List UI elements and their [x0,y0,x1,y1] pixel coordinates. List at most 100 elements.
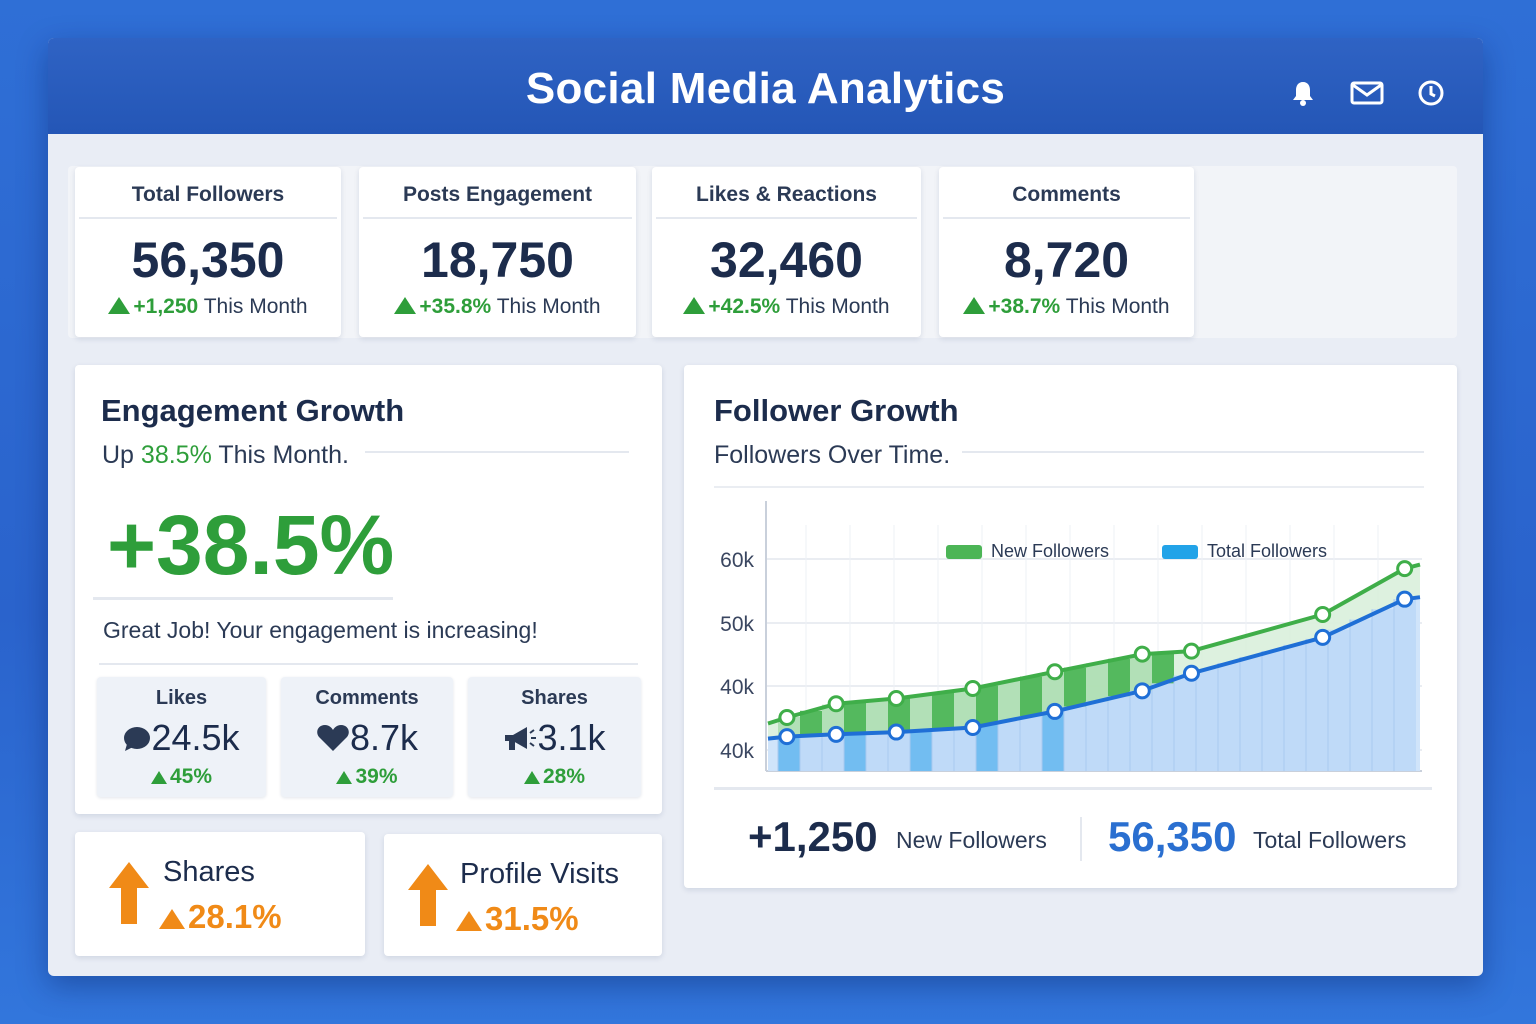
total-followers-bar [778,736,800,771]
kpi-value: 28.1% [159,898,282,936]
mini-change: 28% [468,765,641,789]
y-tick-label: 40k [720,676,754,699]
divider [365,451,629,453]
total-followers-value: 56,350 [1108,813,1237,860]
new-followers-bar [844,702,866,734]
stat-value: 32,460 [710,232,863,288]
new-followers-point [1396,560,1414,578]
mini-value: 8.7k [281,717,453,759]
engagement-growth-panel: Engagement Growth Up 38.5% This Month. +… [75,365,662,814]
total-followers-bar [1394,599,1416,771]
kpi-label: Profile Visits [460,858,620,890]
total-followers-point [887,723,905,741]
new-followers-bar [1152,652,1174,684]
total-followers-bar [1064,706,1086,771]
total-followers-bar [998,720,1020,771]
mini-card-likes[interactable]: Likes 24.5k 45% [97,677,266,797]
panel-subtitle: Up 38.5% This Month. [102,441,349,469]
stat-title: Comments [1012,183,1121,206]
new-followers-point [1133,645,1151,663]
arrow-up-icon [109,862,149,924]
mini-label: Comments [315,687,419,709]
total-followers-bar [1020,716,1042,771]
mini-value: 24.5k [97,717,266,759]
mail-icon[interactable] [1350,78,1384,108]
x-tick-label: Apr [1130,783,1163,785]
total-followers-point [964,718,982,736]
stat-value: 8,720 [1003,232,1130,288]
stat-title: Posts Engagement [402,183,593,206]
stat-change: +35.8% This Month [359,295,636,319]
mini-label: Shares [521,687,588,709]
legend-swatch-new-followers [946,545,982,559]
stat-card-total-followers[interactable]: Total Followers 56,350 +1,250 This Month [75,167,341,337]
x-tick-label: Jun [1309,783,1343,785]
y-tick-label: 60k [720,549,754,572]
new-followers-bar [888,698,910,732]
divider [943,217,1190,219]
new-followers-point [964,680,982,698]
legend-label-new-followers: New Followers [991,541,1109,561]
mini-card-comments[interactable]: Comments 8.7k 39% [281,677,453,797]
total-followers-bar [1262,650,1284,771]
total-followers-bar [1152,683,1174,771]
up-arrow-icon [394,297,417,314]
new-followers-bar [1042,672,1064,712]
panel-title: Follower Growth [714,393,959,428]
total-followers-point [1182,664,1200,682]
divider [99,663,638,665]
dashboard-window: Social Media Analytics Total Followers 5… [48,38,1483,976]
x-tick-label: May [1222,783,1262,785]
clock-icon[interactable] [1416,78,1446,108]
follower-growth-panel: Follower Growth Followers Over Time. 40k… [684,365,1457,888]
total-followers-bar [1042,711,1064,771]
bell-icon[interactable] [1288,78,1318,108]
engagement-message: Great Job! Your engagement is increasing… [103,617,538,643]
divider [93,597,393,600]
mini-card-shares[interactable]: Shares 3.1k 28% [468,677,641,797]
stat-change: +1,250 This Month [75,295,341,319]
stat-card-comments[interactable]: Comments 8,720 +38.7% This Month [939,167,1194,337]
new-followers-bar [800,710,822,736]
x-tick-label: Jan [811,783,845,785]
heart-icon [317,725,349,751]
total-followers-bar [910,730,932,771]
chat-bubble-icon [124,727,151,751]
total-followers-bar [1174,675,1196,771]
total-followers-point [1046,702,1064,720]
total-followers-point [778,728,796,746]
total-followers-label: Total Followers [1253,827,1407,853]
panel-subtitle: Followers Over Time. [714,441,951,469]
total-followers-bar [1306,638,1328,771]
stat-change: +38.7% This Month [939,295,1194,319]
stat-card-posts-engagement[interactable]: Posts Engagement 18,750 +35.8% This Mont… [359,167,636,337]
legend-swatch-total-followers [1162,545,1198,559]
total-followers-bar [1240,656,1262,771]
new-followers-bar [1064,667,1086,707]
new-followers-point [1046,663,1064,681]
new-followers-point [778,709,796,727]
total-followers-bar [800,735,822,771]
kpi-card-profile-visits[interactable]: Profile Visits 31.5% [384,834,662,956]
x-tick-label: Mar [1017,783,1053,785]
divider [363,217,632,219]
header-bar: Social Media Analytics [48,38,1483,134]
total-followers-bar [1350,619,1372,771]
arrow-up-icon [408,864,448,926]
y-tick-label: 40k [720,740,754,763]
panel-title: Engagement Growth [101,393,405,428]
total-followers-bar [888,731,910,771]
total-followers-bar [844,733,866,771]
up-arrow-icon [683,297,706,314]
total-followers-point [1396,590,1414,608]
kpi-card-shares[interactable]: Shares 28.1% [75,832,365,956]
total-followers-bar [866,732,888,771]
new-followers-bar [910,695,932,731]
mini-value: 3.1k [468,717,641,759]
new-followers-bar [1108,658,1130,697]
stat-card-likes-reactions[interactable]: Likes & Reactions 32,460 +42.5% This Mon… [652,167,921,337]
total-followers-bar [1218,662,1240,771]
total-followers-bar [1108,696,1130,771]
new-followers-bar [976,685,998,725]
total-followers-bar [1130,691,1152,771]
